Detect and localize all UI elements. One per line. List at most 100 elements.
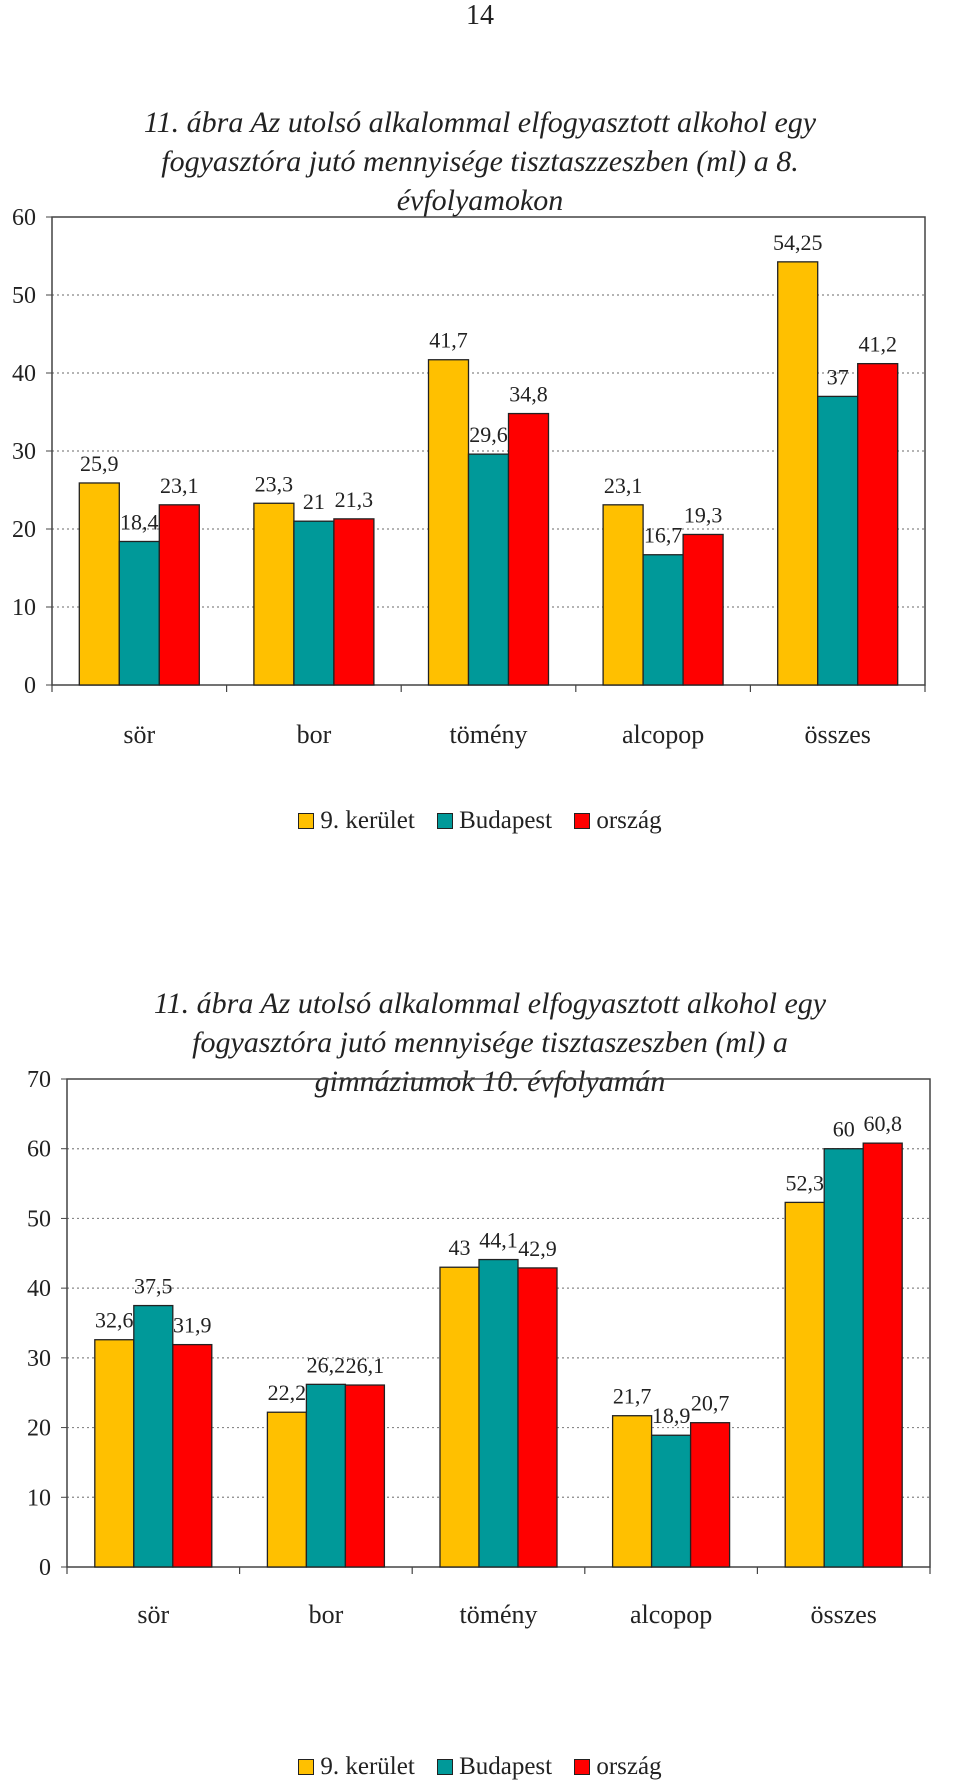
bar: [823, 1148, 864, 1568]
legend-swatch-budapest: [437, 813, 454, 829]
category-label: sör: [137, 1600, 169, 1629]
bar: [784, 1201, 825, 1568]
bar: [266, 1411, 308, 1568]
bar: [253, 502, 295, 686]
data-label: 25,9: [80, 451, 119, 476]
category-label: bor: [297, 720, 332, 749]
y-tick-label: 10: [12, 595, 36, 621]
data-label: 52,3: [785, 1170, 824, 1195]
category-label: bor: [309, 1600, 344, 1629]
chart-title-line: évfolyamokon: [396, 184, 564, 217]
data-label: 44,1: [479, 1228, 518, 1253]
chart-title-line: 11. ábra Az utolsó alkalommal elfogyaszt…: [143, 106, 817, 139]
category-label: tömény: [460, 1600, 538, 1629]
y-tick-label: 30: [12, 439, 36, 465]
bar: [862, 1142, 903, 1568]
legend-item: 9. kerület: [298, 1753, 415, 1781]
data-label: 41,7: [429, 328, 468, 353]
chart-title: 11. ábra Az utolsó alkalommal elfogyaszt…: [60, 103, 900, 220]
data-label: 29,6: [469, 422, 508, 447]
data-label: 43: [449, 1235, 471, 1260]
y-tick-label: 20: [27, 1416, 51, 1442]
bar: [642, 554, 684, 686]
legend: 9. kerület Budapest ország: [0, 1753, 960, 1782]
bar: [467, 453, 510, 686]
y-tick-label: 40: [27, 1276, 51, 1302]
data-label: 31,9: [173, 1313, 212, 1338]
data-label: 41,2: [858, 332, 897, 357]
category-label: összes: [804, 720, 870, 749]
bar-chart-svg: 0 10 20 30 40 50 60 25,9 23,3 41,7 23,1 54,25 18,4 21…: [12, 205, 926, 749]
chart-title-line: fogyasztóra jutó mennyisége tisztaszzesz…: [161, 145, 799, 178]
legend-item: ország: [574, 1753, 662, 1781]
chart-title-line: fogyasztóra jutó mennyisége tisztaszeszb…: [192, 1026, 788, 1059]
bar: [439, 1266, 480, 1568]
chart-8th-grade: 11. ábra Az utolsó alkalommal elfogyaszt…: [0, 95, 960, 865]
legend-item: ország: [574, 807, 662, 835]
data-label: 23,3: [255, 471, 294, 496]
bar: [777, 261, 819, 686]
y-tick-label: 60: [12, 205, 36, 231]
chart-10th-grade-gymnasium: 11. ábra Az utolsó alkalommal elfogyaszt…: [0, 980, 960, 1789]
category-label: összes: [810, 1600, 876, 1629]
data-label: 26,1: [346, 1353, 385, 1378]
data-label: 21,7: [613, 1384, 652, 1409]
data-label: 20,7: [691, 1391, 730, 1416]
data-label: 22,2: [268, 1380, 307, 1405]
data-label: 18,9: [652, 1403, 691, 1428]
legend-label: ország: [596, 807, 662, 834]
data-label: 54,25: [773, 230, 823, 255]
data-label: 60: [833, 1117, 855, 1142]
legend-item: 9. kerület: [298, 807, 415, 835]
data-label: 23,1: [160, 473, 199, 498]
legend-item: Budapest: [437, 1753, 552, 1781]
data-label: 60,8: [863, 1111, 902, 1136]
bar: [427, 359, 470, 686]
y-tick-label: 10: [27, 1485, 51, 1511]
y-tick-label: 0: [39, 1555, 51, 1581]
bar: [344, 1384, 386, 1568]
data-label: 16,7: [644, 523, 683, 548]
bar: [305, 1383, 347, 1568]
y-tick-label: 50: [27, 1206, 51, 1232]
data-label: 18,4: [120, 509, 159, 534]
legend-label: Budapest: [459, 1753, 553, 1780]
bar: [602, 504, 644, 686]
legend-label: ország: [596, 1753, 662, 1780]
bar: [158, 504, 200, 686]
data-label: 26,2: [307, 1352, 346, 1377]
category-label: tömény: [450, 720, 528, 749]
data-label: 23,1: [604, 473, 643, 498]
bar: [78, 482, 120, 686]
bar: [682, 533, 724, 686]
category-label: alcopop: [622, 720, 704, 749]
page-number: 14: [466, 0, 494, 31]
category-label: alcopop: [630, 1600, 712, 1629]
bar: [507, 412, 550, 686]
data-label: 42,9: [518, 1236, 557, 1261]
data-label: 37,5: [134, 1274, 173, 1299]
legend-swatch-orszag: [574, 1759, 591, 1775]
bar: [650, 1434, 692, 1568]
y-tick-label: 0: [24, 673, 36, 699]
chart-title-line: gimnáziumok 10. évfolyamán: [314, 1065, 666, 1098]
data-label: 32,6: [95, 1308, 134, 1333]
bar: [133, 1304, 174, 1568]
bar: [817, 395, 859, 686]
legend-swatch-9-kerulet: [298, 1759, 315, 1775]
legend-swatch-orszag: [574, 813, 591, 829]
bar: [333, 518, 375, 686]
category-label: sör: [123, 720, 155, 749]
bar-chart-svg: 0 10 20 30 40 50 60 70 32,6 22,2 43 21,7 52,3 37,5 26,…: [27, 1067, 931, 1629]
data-label: 34,8: [509, 382, 548, 407]
legend-label: Budapest: [459, 807, 553, 834]
y-tick-label: 70: [27, 1067, 51, 1093]
bar: [94, 1339, 135, 1568]
bar: [118, 540, 160, 686]
bar: [857, 362, 899, 686]
legend: 9. kerület Budapest ország: [0, 807, 960, 836]
data-label: 37: [827, 364, 849, 389]
legend-swatch-9-kerulet: [298, 813, 315, 829]
legend-label: 9. kerület: [320, 1753, 415, 1780]
y-tick-label: 20: [12, 517, 36, 543]
